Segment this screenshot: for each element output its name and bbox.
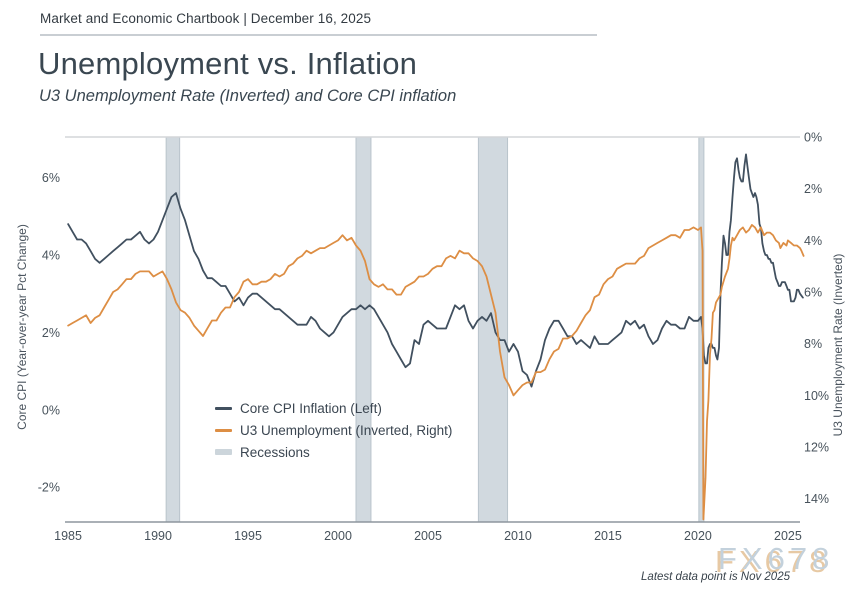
right-axis-title: U3 Unemployment Rate (Inverted) [831, 253, 845, 437]
x-axis-tick-label: 2025 [774, 529, 802, 543]
x-axis-tick-label: 2000 [324, 529, 352, 543]
legend-item-unemployment: U3 Unemployment (Inverted, Right) [215, 419, 452, 441]
chart-subtitle: U3 Unemployment Rate (Inverted) and Core… [39, 87, 457, 105]
right-axis-tick-label: 4% [804, 234, 822, 248]
header-text: Market and Economic Chartbook | December… [40, 11, 372, 26]
left-axis-tick-label: 4% [42, 249, 60, 263]
right-axis-tick-label: 0% [804, 131, 822, 145]
header-rule [40, 34, 597, 36]
chart-legend: Core CPI Inflation (Left) U3 Unemploymen… [215, 397, 452, 463]
right-axis-tick-label: 10% [804, 389, 829, 403]
left-axis-tick-label: 2% [42, 326, 60, 340]
x-axis-tick-label: 2015 [594, 529, 622, 543]
left-axis-tick-label: -2% [38, 481, 60, 495]
right-axis-tick-label: 14% [804, 492, 829, 506]
x-axis-tick-label: 2020 [684, 529, 712, 543]
legend-item-core-cpi: Core CPI Inflation (Left) [215, 397, 452, 419]
legend-label-recessions: Recessions [240, 444, 310, 460]
left-axis-title: Core CPI (Year-over-year Pct Change) [15, 224, 29, 430]
unemployment-line [67, 223, 805, 521]
core-cpi-line [67, 153, 804, 388]
page-title: Unemployment vs. Inflation [38, 46, 418, 81]
right-axis-tick-label: 8% [804, 337, 822, 351]
legend-label-unemployment: U3 Unemployment (Inverted, Right) [240, 422, 453, 438]
right-axis-tick-label: 6% [804, 286, 822, 300]
watermark-logo: FX678 [718, 541, 835, 576]
x-axis-tick-label: 2005 [414, 529, 442, 543]
x-axis-tick-label: 2010 [504, 529, 532, 543]
data-footnote: Latest data point is Nov 2025 [641, 571, 790, 583]
core-cpi-line-swatch [215, 406, 232, 410]
recession-band-swatch [215, 449, 232, 455]
recession-band [477, 136, 509, 523]
x-axis-tick-label: 1985 [54, 529, 82, 543]
unemployment-line-swatch [215, 428, 232, 432]
recession-band [355, 136, 372, 523]
right-axis-tick-label: 12% [804, 441, 829, 455]
right-axis-tick-label: 2% [804, 182, 822, 196]
legend-label-core-cpi: Core CPI Inflation (Left) [240, 400, 382, 416]
left-axis-tick-label: 0% [42, 403, 60, 417]
x-axis-tick-label: 1990 [144, 529, 172, 543]
x-axis-tick-label: 1995 [234, 529, 262, 543]
legend-item-recessions: Recessions [215, 441, 452, 463]
left-axis-tick-label: 6% [42, 171, 60, 185]
